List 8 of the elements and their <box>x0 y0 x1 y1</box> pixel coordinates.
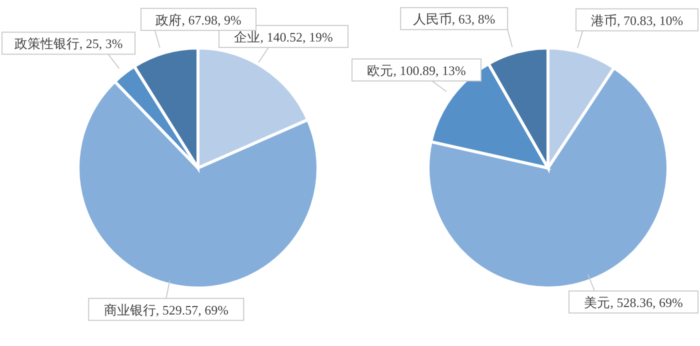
slice-label: 商业银行, 529.57, 69% <box>104 302 229 318</box>
slice-label: 港币, 70.83, 10% <box>590 12 684 28</box>
slice-label: 人民币, 63, 8% <box>412 12 496 27</box>
slice-label: 欧元, 100.89, 13% <box>367 62 466 78</box>
slice-label: 美元, 528.36, 69% <box>584 294 683 310</box>
slice-label: 政府, 67.98, 9% <box>156 12 242 28</box>
slice-label: 企业, 140.52, 19% <box>234 29 333 44</box>
slice-label: 政策性银行, 25, 3% <box>14 36 123 52</box>
